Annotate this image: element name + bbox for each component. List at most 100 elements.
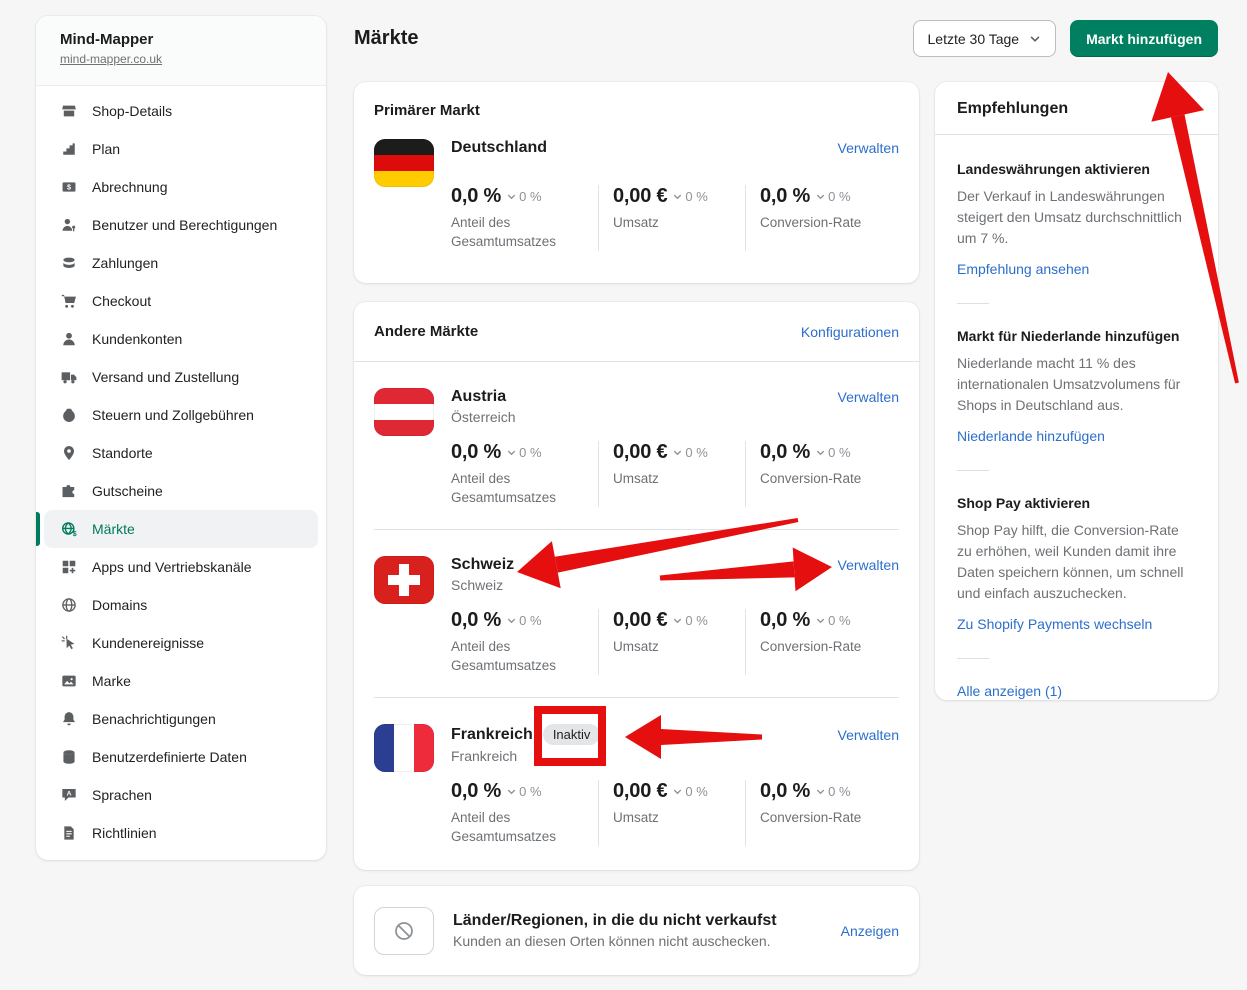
sidebar-item-standorte[interactable]: Standorte — [44, 434, 318, 472]
sidebar-item-label: Zahlungen — [92, 255, 159, 271]
market-name: Austria — [451, 388, 507, 405]
sidebar-item-gutscheine[interactable]: Gutscheine — [44, 472, 318, 510]
recommendation-item: Markt für Niederlande hinzufügen Niederl… — [957, 304, 1196, 471]
primary-market-title: Primärer Markt — [374, 102, 480, 119]
stat-label: Conversion-Rate — [760, 639, 862, 654]
stat-conversion: 0,0 % 0 % Conversion-Rate — [746, 185, 873, 251]
manage-link-austria[interactable]: Verwalten — [837, 389, 899, 405]
sidebar-item-plan[interactable]: Plan — [44, 130, 318, 168]
sidebar-item-marke[interactable]: Marke — [44, 662, 318, 700]
stat-delta: 0 % — [519, 784, 542, 799]
recommendation-link-netherlands[interactable]: Niederlande hinzufügen — [957, 428, 1105, 444]
delta-chevron-icon — [674, 618, 682, 624]
sidebar-item-apps[interactable]: Apps und Vertriebskanäle — [44, 548, 318, 586]
recommendation-title: Markt für Niederlande hinzufügen — [957, 328, 1180, 344]
sidebar-item-label: Domains — [92, 597, 148, 613]
sidebar-item-label: Richtlinien — [92, 825, 157, 841]
market-row-austria: Austria Verwalten Österreich 0,0 % 0 % An… — [354, 362, 919, 529]
svg-text:A: A — [67, 791, 72, 798]
stat-label: Anteil des Gesamtumsatzes — [451, 810, 557, 844]
stat-value: 0,00 € — [613, 780, 668, 802]
sidebar-item-label: Marke — [92, 673, 131, 689]
switzerland-flag — [374, 556, 434, 604]
sidebar-item-kundenkonten[interactable]: Kundenkonten — [44, 320, 318, 358]
markets-icon: $ — [60, 520, 78, 538]
sidebar-item-abrechnung[interactable]: $ Abrechnung — [44, 168, 318, 206]
stat-label: Umsatz — [613, 810, 659, 825]
custom-data-icon — [60, 748, 78, 766]
brand-icon — [60, 672, 78, 690]
section-divider — [957, 658, 989, 659]
taxes-icon — [60, 406, 78, 424]
settings-sidebar: Mind-Mapper mind-mapper.co.uk Shop-Detai… — [36, 16, 326, 860]
delta-chevron-icon — [507, 450, 516, 456]
sidebar-item-maerkte[interactable]: $ Märkte — [36, 510, 318, 548]
stat-value: 0,0 % — [760, 441, 811, 463]
section-divider — [957, 303, 989, 304]
stat-value: 0,00 € — [613, 609, 668, 631]
market-subtitle: Schweiz — [451, 577, 504, 593]
stat-value: 0,0 % — [760, 185, 811, 207]
sidebar-item-zahlungen[interactable]: Zahlungen — [44, 244, 318, 282]
sidebar-item-label: Sprachen — [92, 787, 152, 803]
stat-value: 0,0 % — [451, 185, 502, 207]
billing-icon: $ — [60, 178, 78, 196]
sidebar-item-versand[interactable]: Versand und Zustellung — [44, 358, 318, 396]
manage-link-deutschland[interactable]: Verwalten — [837, 140, 899, 156]
page-title: Märkte — [354, 27, 419, 49]
sidebar-item-checkout[interactable]: Checkout — [44, 282, 318, 320]
sidebar-item-shop-details[interactable]: Shop-Details — [44, 92, 318, 130]
stat-revenue: 0,00 € 0 % Umsatz — [599, 185, 746, 251]
sidebar-item-label: Steuern und Zollgebühren — [92, 407, 254, 423]
show-no-sell-link[interactable]: Anzeigen — [840, 922, 899, 939]
delta-chevron-icon — [507, 194, 516, 200]
stat-delta: 0 % — [519, 445, 542, 460]
date-range-select[interactable]: Letzte 30 Tage — [912, 20, 1057, 57]
stat-revenue: 0,00 € 0 % Umsatz — [599, 441, 746, 507]
sidebar-item-benachrichtigungen[interactable]: Benachrichtigungen — [44, 700, 318, 738]
page-header: Märkte Letzte 30 Tage Markt hinzufügen — [354, 20, 1218, 57]
section-divider — [957, 470, 989, 471]
show-all-recommendations-link[interactable]: Alle anzeigen (1) — [957, 683, 1063, 699]
austria-flag — [374, 388, 434, 436]
manage-link-schweiz[interactable]: Verwalten — [837, 557, 899, 573]
add-market-button[interactable]: Markt hinzufügen — [1070, 20, 1218, 57]
store-name: Mind-Mapper — [60, 31, 154, 48]
market-subtitle: Österreich — [451, 409, 516, 425]
sidebar-item-richtlinien[interactable]: Richtlinien — [44, 814, 318, 852]
stat-value: 0,0 % — [760, 609, 811, 631]
notifications-icon — [60, 710, 78, 728]
sidebar-item-label: Checkout — [92, 293, 152, 309]
recommendation-body: Der Verkauf in Landeswährungen steigert … — [957, 188, 1182, 246]
sidebar-item-sprachen[interactable]: A Sprachen — [44, 776, 318, 814]
delta-chevron-icon — [507, 618, 516, 624]
recommendation-link-currencies[interactable]: Empfehlung ansehen — [957, 261, 1090, 277]
germany-flag — [374, 139, 434, 187]
inactive-status-badge: Inaktiv — [542, 724, 601, 745]
prohibition-icon-box — [374, 906, 434, 955]
store-domain-link[interactable]: mind-mapper.co.uk — [60, 52, 163, 66]
stat-label: Umsatz — [613, 471, 659, 486]
recommendation-link-shop-pay[interactable]: Zu Shopify Payments wechseln — [957, 616, 1153, 632]
stat-delta: 0 % — [519, 189, 542, 204]
stat-value: 0,0 % — [451, 780, 502, 802]
prohibition-icon — [395, 921, 413, 940]
sidebar-item-benutzer[interactable]: Benutzer und Berechtigungen — [44, 206, 318, 244]
sidebar-item-kundenereignisse[interactable]: Kundenereignisse — [44, 624, 318, 662]
stat-share: 0,0 % 0 % Anteil des Gesamtumsatzes — [451, 185, 599, 251]
sidebar-item-label: Benutzer und Berechtigungen — [92, 217, 278, 233]
sidebar-item-domains[interactable]: Domains — [44, 586, 318, 624]
sidebar-item-steuern[interactable]: Steuern und Zollgebühren — [44, 396, 318, 434]
delta-chevron-icon — [674, 194, 682, 200]
stat-delta: 0 % — [828, 445, 851, 460]
sidebar-item-label: Versand und Zustellung — [92, 369, 240, 385]
manage-link-frankreich[interactable]: Verwalten — [837, 726, 899, 743]
header-actions: Letzte 30 Tage Markt hinzufügen — [912, 20, 1218, 57]
stat-label: Umsatz — [613, 215, 659, 230]
stat-label: Umsatz — [613, 639, 659, 654]
configurations-link[interactable]: Konfigurationen — [800, 323, 899, 340]
sidebar-item-benutzerdefinierte-daten[interactable]: Benutzerdefinierte Daten — [44, 738, 318, 776]
stat-label: Anteil des Gesamtumsatzes — [451, 639, 557, 673]
chevron-down-icon — [1030, 36, 1040, 42]
stat-conversion: 0,0 % 0 % Conversion-Rate — [746, 441, 873, 507]
